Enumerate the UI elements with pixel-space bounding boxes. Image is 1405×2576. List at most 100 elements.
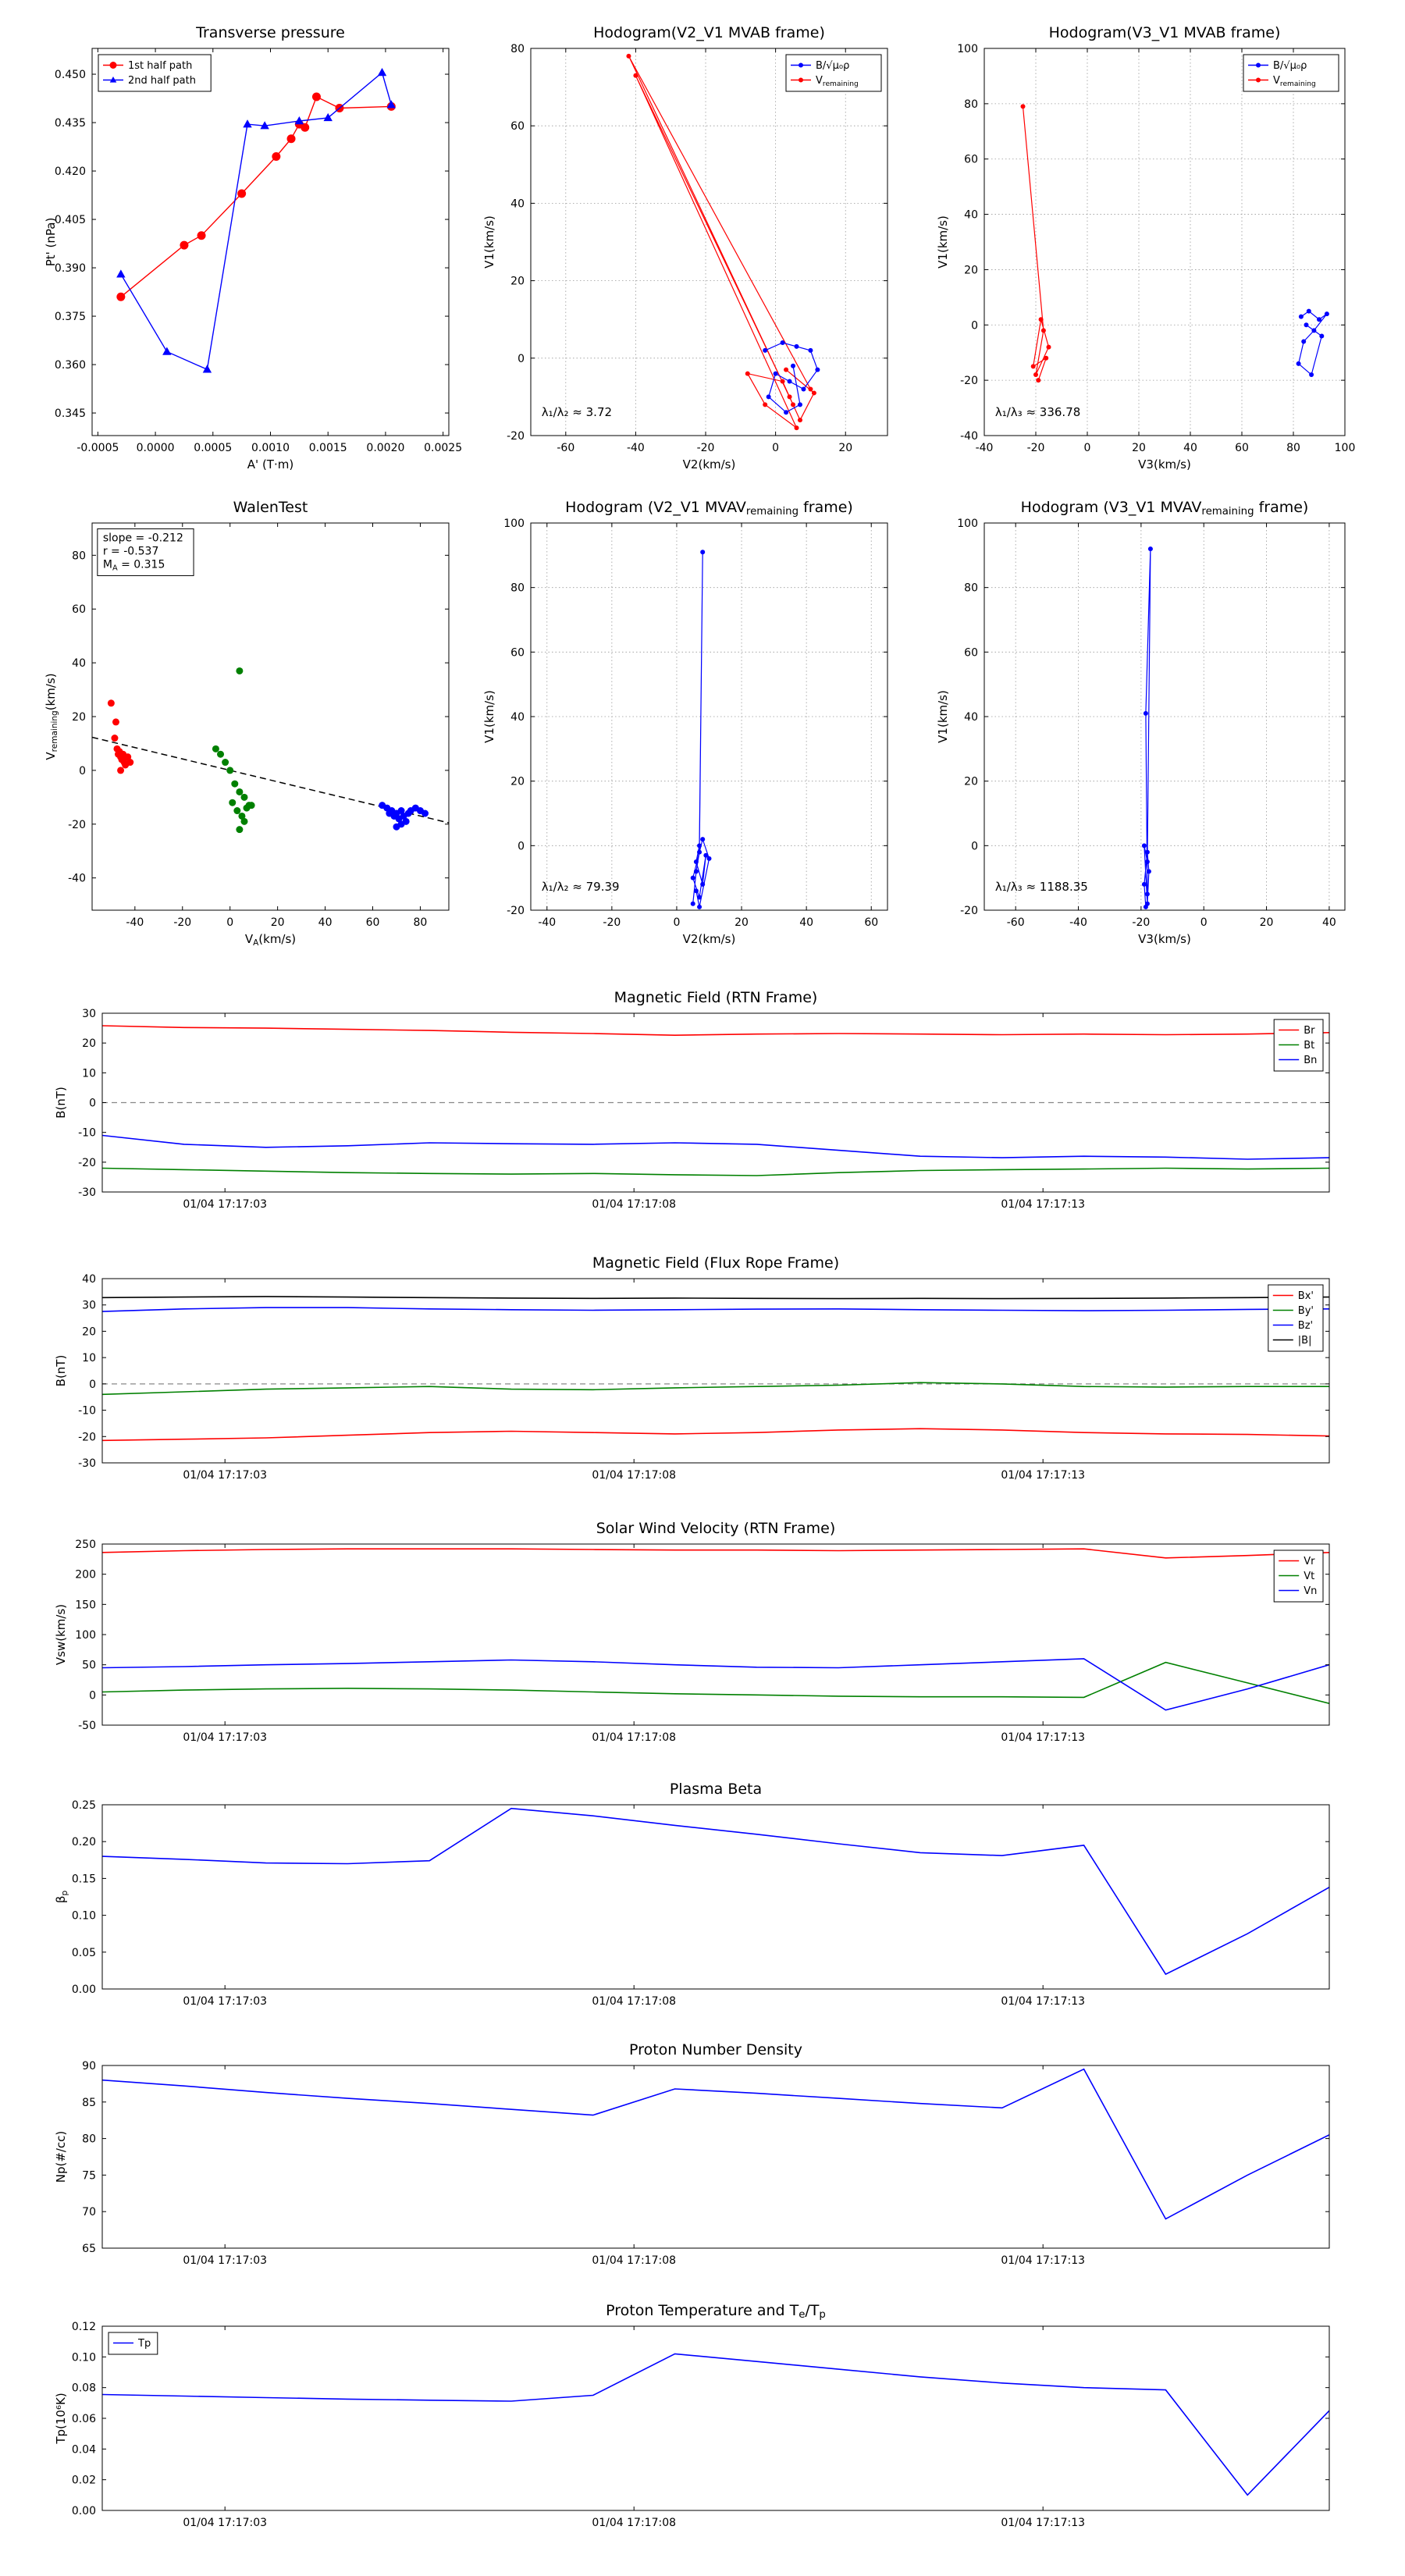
- svg-text:0.420: 0.420: [55, 165, 86, 178]
- svg-text:V2(km/s): V2(km/s): [683, 457, 736, 471]
- svg-text:80: 80: [964, 582, 978, 595]
- svg-text:-40: -40: [976, 442, 994, 454]
- chart-walen-test: -40 -20 0 20 40 60 80 -40 -20 0 20 40 60 80 WalenTest V…: [31, 482, 472, 949]
- svg-text:200: 200: [75, 1569, 96, 1582]
- svg-text:65: 65: [82, 2243, 96, 2255]
- chart-solar-wind-velocity: 01/04 17:17:03 01/04 17:17:08 01/04 17:17:…: [43, 1513, 1339, 1761]
- svg-text:0: 0: [79, 765, 86, 777]
- svg-text:1st half path: 1st half path: [128, 60, 192, 72]
- chart-proton-temperature: 01/04 17:17:03 01/04 17:17:08 01/04 17:17:…: [43, 2295, 1339, 2546]
- svg-text:Plasma Beta: Plasma Beta: [670, 1781, 762, 1798]
- svg-text:80: 80: [964, 98, 978, 111]
- svg-text:Vremaining: Vremaining: [1273, 75, 1316, 88]
- svg-text:30: 30: [82, 1008, 96, 1020]
- svg-text:0.25: 0.25: [72, 1799, 96, 1812]
- svg-text:0.10: 0.10: [72, 2351, 96, 2364]
- svg-text:Proton Number Density: Proton Number Density: [629, 2041, 802, 2058]
- svg-text:0: 0: [89, 1379, 96, 1391]
- svg-text:40: 40: [318, 916, 333, 929]
- svg-text:60: 60: [366, 916, 380, 929]
- svg-text:Vremaining(km/s): Vremaining(km/s): [44, 673, 59, 760]
- chart-hodogram-v3v1-mvab: -40 -20 0 20 40 60 80 100 -40 -20 0 20 40 60 80 100 Hodo…: [923, 8, 1368, 475]
- svg-text:01/04 17:17:13: 01/04 17:17:13: [1001, 2517, 1085, 2529]
- svg-text:40: 40: [964, 711, 978, 724]
- svg-text:0.345: 0.345: [55, 407, 86, 420]
- svg-text:V3(km/s): V3(km/s): [1138, 932, 1191, 946]
- svg-text:0.0025: 0.0025: [424, 442, 462, 454]
- svg-text:-20: -20: [1132, 916, 1150, 929]
- svg-text:50: 50: [82, 1660, 96, 1672]
- svg-text:Br: Br: [1304, 1025, 1315, 1037]
- svg-text:-20: -20: [507, 430, 525, 443]
- chart-svg: 01/04 17:17:03 01/04 17:17:08 01/04 17:17:…: [43, 1513, 1339, 1761]
- svg-text:0.05: 0.05: [72, 1947, 96, 1959]
- svg-text:V1(km/s): V1(km/s): [936, 215, 950, 269]
- svg-text:80: 80: [510, 43, 525, 55]
- svg-text:Bx': Bx': [1298, 1290, 1314, 1302]
- svg-text:60: 60: [864, 916, 878, 929]
- svg-text:0.0000: 0.0000: [137, 442, 175, 454]
- svg-text:Hodogram (V3_V1 MVAVremaining: Hodogram (V3_V1 MVAVremaining frame): [1021, 499, 1309, 518]
- svg-text:-20: -20: [68, 819, 86, 831]
- svg-text:0.0010: 0.0010: [251, 442, 290, 454]
- svg-text:-0.0005: -0.0005: [76, 442, 119, 454]
- svg-text:60: 60: [964, 646, 978, 659]
- svg-text:-20: -20: [173, 916, 191, 929]
- svg-text:Bt: Bt: [1304, 1040, 1314, 1051]
- svg-text:20: 20: [735, 916, 749, 929]
- svg-text:150: 150: [75, 1599, 96, 1611]
- svg-text:01/04 17:17:13: 01/04 17:17:13: [1001, 1731, 1085, 1744]
- svg-text:-50: -50: [78, 1720, 96, 1732]
- svg-text:100: 100: [503, 518, 525, 530]
- svg-text:20: 20: [72, 711, 86, 724]
- svg-text:By': By': [1298, 1305, 1314, 1317]
- svg-text:20: 20: [82, 1037, 96, 1050]
- svg-text:01/04 17:17:03: 01/04 17:17:03: [183, 1995, 267, 2008]
- svg-text:80: 80: [82, 2133, 96, 2146]
- svg-text:20: 20: [510, 776, 525, 788]
- svg-text:01/04 17:17:08: 01/04 17:17:08: [592, 1198, 676, 1211]
- svg-text:60: 60: [964, 154, 978, 166]
- svg-text:Vsw(km/s): Vsw(km/s): [54, 1604, 68, 1665]
- svg-text:-60: -60: [1007, 916, 1025, 929]
- chart-plasma-beta: 01/04 17:17:03 01/04 17:17:08 01/04 17:17:…: [43, 1774, 1339, 2025]
- svg-text:Np(#/cc): Np(#/cc): [54, 2131, 68, 2183]
- svg-text:MA = 0.315: MA = 0.315: [103, 558, 165, 572]
- svg-text:0: 0: [673, 916, 680, 929]
- svg-text:0: 0: [518, 353, 525, 365]
- svg-text:60: 60: [510, 120, 525, 133]
- svg-text:01/04 17:17:03: 01/04 17:17:03: [183, 1731, 267, 1744]
- svg-text:75: 75: [82, 2169, 96, 2182]
- chart-svg: -40 -20 0 20 40 60 -20 0 20 40 60 80 100 Hodogram (V2…: [470, 482, 911, 949]
- svg-text:0: 0: [971, 319, 978, 332]
- svg-text:40: 40: [1183, 442, 1197, 454]
- svg-text:70: 70: [82, 2206, 96, 2218]
- svg-text:A' (T·m): A' (T·m): [247, 457, 293, 471]
- svg-text:Magnetic Field (RTN Frame): Magnetic Field (RTN Frame): [614, 989, 818, 1006]
- svg-text:-40: -40: [126, 916, 144, 929]
- svg-text:-10: -10: [78, 1127, 96, 1140]
- svg-text:Solar Wind Velocity (RTN Frame: Solar Wind Velocity (RTN Frame): [596, 1520, 836, 1537]
- svg-text:85: 85: [82, 2097, 96, 2109]
- svg-text:0.20: 0.20: [72, 1836, 96, 1848]
- svg-text:0: 0: [1200, 916, 1208, 929]
- svg-text:0.390: 0.390: [55, 262, 86, 275]
- svg-text:-40: -40: [1069, 916, 1087, 929]
- svg-text:-20: -20: [507, 905, 525, 917]
- svg-text:Proton Temperature and Te/Tp: Proton Temperature and Te/Tp: [606, 2302, 826, 2321]
- chart-magnetic-field-rtn: 01/04 17:17:03 01/04 17:17:08 01/04 17:17:…: [43, 982, 1339, 1228]
- svg-text:80: 80: [414, 916, 428, 929]
- svg-text:0: 0: [518, 840, 525, 852]
- svg-text:01/04 17:17:03: 01/04 17:17:03: [183, 1198, 267, 1211]
- chart-hodogram-v2v1-mvav: -40 -20 0 20 40 60 -20 0 20 40 60 80 100 Hodogram (V2…: [470, 482, 911, 949]
- svg-text:Tp(10⁶K): Tp(10⁶K): [54, 2393, 68, 2444]
- svg-text:0.360: 0.360: [55, 359, 86, 372]
- svg-text:0.04: 0.04: [72, 2443, 96, 2456]
- svg-text:-20: -20: [1027, 442, 1045, 454]
- svg-text:100: 100: [957, 518, 978, 530]
- svg-text:20: 20: [82, 1325, 96, 1338]
- svg-text:-20: -20: [603, 916, 621, 929]
- svg-text:0.0020: 0.0020: [366, 442, 404, 454]
- svg-text:0.0005: 0.0005: [194, 442, 232, 454]
